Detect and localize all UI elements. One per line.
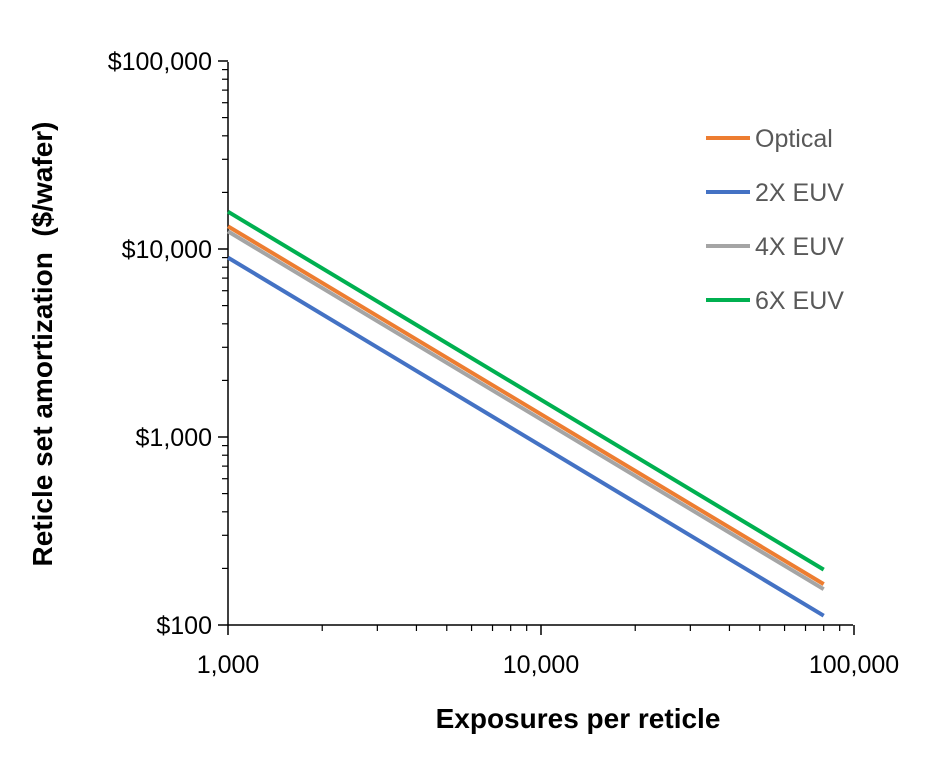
y-ticks: $100 $1,000 $10,000 $100,000 — [108, 48, 228, 640]
x-tick-label: 10,000 — [503, 651, 579, 679]
y-axis-title: Reticle set amortization ($/wafer) — [27, 121, 58, 566]
x-ticks: 1,000 10,000 100,000 — [197, 625, 899, 679]
legend: Optical 2X EUV 4X EUV 6X EUV — [706, 125, 844, 315]
x-tick-label: 1,000 — [197, 651, 260, 679]
series-lines — [226, 209, 825, 618]
y-tick-label: $100 — [156, 612, 212, 640]
y-tick-label: $1,000 — [136, 424, 212, 452]
series-line-optical — [226, 224, 825, 586]
series-line-2x-euv — [226, 255, 825, 618]
legend-label-2x-euv: 2X EUV — [755, 179, 844, 207]
legend-label-optical: Optical — [755, 125, 833, 153]
series-line-6x-euv — [226, 209, 825, 572]
axes: $100 $1,000 $10,000 $100,000 1,000 10,000 100… — [108, 48, 899, 679]
x-axis-title: Exposures per reticle — [436, 703, 721, 734]
y-tick-label: $10,000 — [122, 236, 212, 264]
y-tick-label: $100,000 — [108, 48, 212, 76]
legend-label-4x-euv: 4X EUV — [755, 233, 844, 261]
legend-label-6x-euv: 6X EUV — [755, 287, 844, 315]
x-tick-label: 100,000 — [809, 651, 899, 679]
series-line-4x-euv — [226, 229, 825, 591]
